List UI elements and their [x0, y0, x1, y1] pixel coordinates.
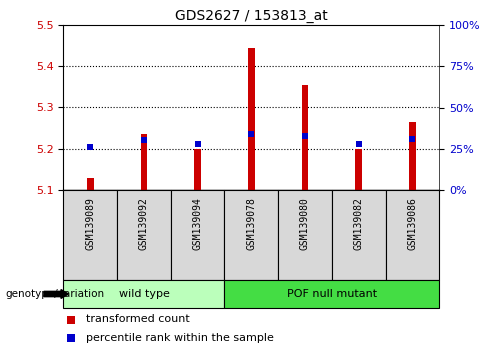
FancyBboxPatch shape: [171, 190, 224, 280]
Bar: [355, 149, 362, 190]
FancyBboxPatch shape: [224, 280, 439, 308]
Text: wild type: wild type: [119, 289, 169, 299]
FancyBboxPatch shape: [117, 190, 171, 280]
Title: GDS2627 / 153813_at: GDS2627 / 153813_at: [175, 8, 328, 23]
FancyBboxPatch shape: [386, 190, 439, 280]
FancyBboxPatch shape: [63, 190, 117, 280]
Text: GSM139092: GSM139092: [139, 197, 149, 250]
Text: GSM139089: GSM139089: [85, 197, 95, 250]
FancyBboxPatch shape: [278, 190, 332, 280]
Bar: [194, 149, 201, 190]
Text: percentile rank within the sample: percentile rank within the sample: [86, 333, 274, 343]
Text: GSM139094: GSM139094: [193, 197, 203, 250]
Text: GSM139080: GSM139080: [300, 197, 310, 250]
FancyBboxPatch shape: [63, 280, 224, 308]
Bar: [302, 85, 308, 190]
Bar: [248, 48, 255, 190]
Text: GSM139078: GSM139078: [246, 197, 256, 250]
Bar: [141, 134, 147, 190]
Text: GSM139082: GSM139082: [354, 197, 364, 250]
Bar: [87, 178, 94, 190]
Bar: [409, 122, 416, 190]
FancyBboxPatch shape: [332, 190, 386, 280]
FancyBboxPatch shape: [224, 190, 278, 280]
Text: transformed count: transformed count: [86, 314, 190, 325]
Text: genotype/variation: genotype/variation: [5, 289, 104, 299]
Text: GSM139086: GSM139086: [407, 197, 417, 250]
Text: POF null mutant: POF null mutant: [287, 289, 377, 299]
